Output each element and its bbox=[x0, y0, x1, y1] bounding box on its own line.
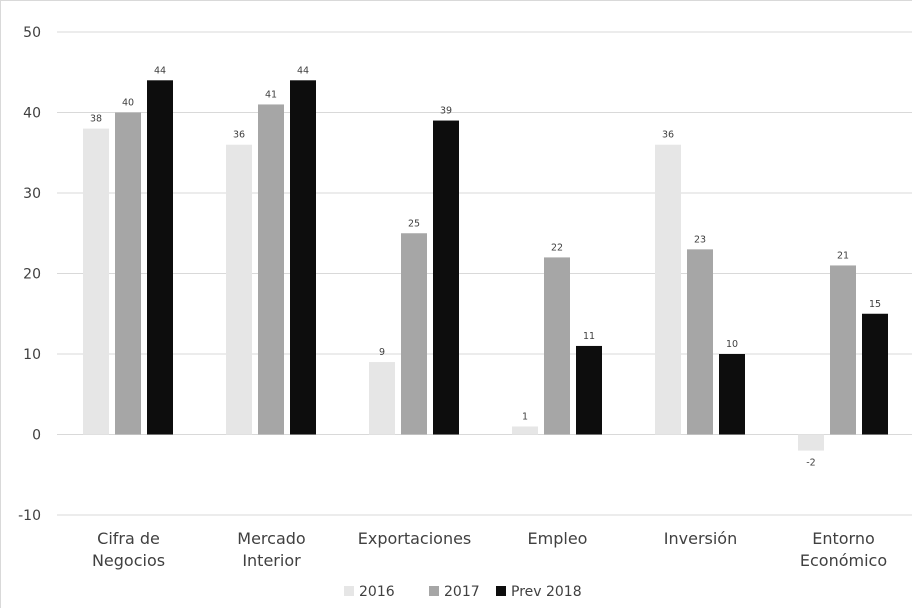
bar bbox=[862, 313, 888, 435]
data-label: 44 bbox=[154, 65, 166, 76]
data-label: 9 bbox=[379, 347, 385, 358]
y-tick-label: -10 bbox=[18, 508, 41, 524]
data-label: 11 bbox=[583, 331, 595, 342]
data-label: -2 bbox=[806, 458, 815, 469]
data-label: 40 bbox=[122, 98, 134, 109]
data-labels: 38 40 44 36 41 44 9 25 39 1 22 11 36 23 10 -2 21 15 bbox=[90, 65, 881, 468]
bar bbox=[798, 434, 824, 451]
bar bbox=[115, 112, 141, 435]
bar bbox=[687, 249, 713, 435]
bar bbox=[83, 128, 109, 435]
bar bbox=[258, 104, 284, 435]
x-tick-label: Interior bbox=[242, 551, 301, 570]
bar bbox=[147, 80, 173, 435]
data-label: 15 bbox=[869, 299, 881, 310]
bar bbox=[512, 426, 538, 435]
x-tick-label: Negocios bbox=[92, 551, 165, 570]
legend-swatch bbox=[429, 586, 439, 596]
x-tick-label: Entorno bbox=[812, 529, 875, 548]
y-tick-label: 10 bbox=[23, 347, 41, 363]
legend-label: 2017 bbox=[444, 584, 480, 600]
gridlines bbox=[57, 31, 912, 516]
bar bbox=[576, 345, 602, 435]
data-label: 21 bbox=[837, 250, 849, 261]
data-label: 23 bbox=[694, 234, 706, 245]
data-label: 1 bbox=[522, 411, 528, 422]
legend: 2016 2017 Prev 2018 bbox=[344, 584, 582, 600]
y-tick-label: 30 bbox=[23, 186, 41, 202]
bar bbox=[433, 120, 459, 435]
bar bbox=[369, 362, 395, 435]
data-label: 22 bbox=[551, 242, 563, 253]
bars bbox=[83, 80, 888, 451]
data-label: 44 bbox=[297, 65, 309, 76]
y-tick-label: 50 bbox=[23, 25, 41, 41]
bar bbox=[401, 233, 427, 435]
data-label: 10 bbox=[726, 339, 738, 350]
x-tick-label: Empleo bbox=[528, 529, 588, 548]
legend-swatch bbox=[344, 586, 354, 596]
legend-label: Prev 2018 bbox=[511, 584, 582, 600]
bar bbox=[830, 265, 856, 435]
bar bbox=[290, 80, 316, 435]
bar bbox=[719, 354, 745, 435]
data-label: 38 bbox=[90, 114, 102, 125]
legend-swatch bbox=[496, 586, 506, 596]
y-tick-label: 0 bbox=[32, 428, 41, 444]
data-label: 41 bbox=[265, 89, 277, 100]
x-tick-label: Cifra de bbox=[97, 529, 160, 548]
bar bbox=[226, 144, 252, 435]
x-tick-label: Económico bbox=[800, 551, 887, 570]
y-tick-label: 40 bbox=[23, 106, 41, 122]
data-label: 25 bbox=[408, 218, 420, 229]
y-tick-label: 20 bbox=[23, 267, 41, 283]
x-tick-label: Inversión bbox=[664, 529, 737, 548]
data-label: 36 bbox=[233, 130, 245, 141]
data-label: 36 bbox=[662, 130, 674, 141]
legend-label: 2016 bbox=[359, 584, 395, 600]
bar bbox=[544, 257, 570, 435]
y-axis-tick-labels: -10 0 10 20 30 40 50 bbox=[18, 25, 41, 524]
x-tick-label: Exportaciones bbox=[358, 529, 472, 548]
data-label: 39 bbox=[440, 106, 452, 117]
bar bbox=[655, 144, 681, 435]
x-tick-label: Mercado bbox=[237, 529, 305, 548]
category-labels: Cifra de Negocios Mercado Interior Exportaci… bbox=[92, 529, 887, 570]
